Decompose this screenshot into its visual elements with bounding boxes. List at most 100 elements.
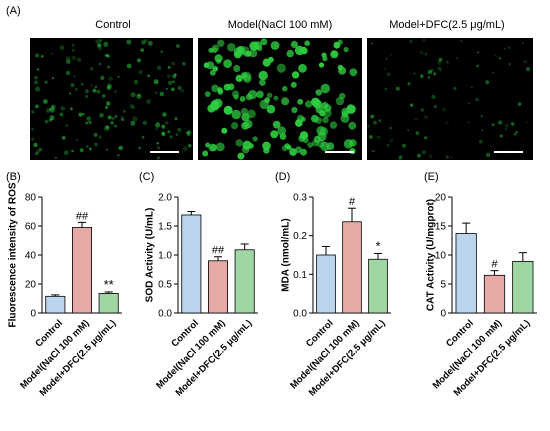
y-axis-label: Fluorescence intensity of ROS	[7, 182, 18, 327]
cell-dot	[421, 150, 427, 155]
cell-dot	[94, 85, 98, 88]
cell-dot	[508, 62, 512, 66]
cell-dot	[129, 104, 134, 109]
cell-dot	[384, 87, 388, 91]
y-tick-label: 2.0	[158, 193, 172, 204]
cell-dot	[270, 41, 280, 50]
y-tick-label: 0.2	[293, 231, 307, 242]
cell-dot	[253, 41, 262, 51]
cell-dot	[296, 114, 304, 122]
significance-label: *	[375, 238, 380, 253]
cell-dot	[75, 139, 78, 142]
cell-dot	[34, 80, 39, 85]
cell-dot	[117, 75, 120, 79]
cell-dot	[65, 59, 71, 64]
cell-dot	[105, 101, 111, 106]
cell-dot	[343, 139, 354, 149]
cell-dot	[176, 44, 180, 48]
bar	[181, 214, 202, 314]
cell-dot	[300, 46, 308, 55]
cell-dot	[209, 69, 216, 76]
y-tick-label: 1.5	[158, 222, 172, 233]
cell-dot	[260, 38, 268, 46]
cell-dot	[141, 40, 146, 45]
cell-dot	[410, 103, 414, 108]
cell-dot	[372, 150, 375, 153]
cell-dot	[281, 97, 290, 106]
cell-dot	[268, 56, 274, 63]
cell-dot	[130, 120, 136, 126]
cell-dot	[96, 89, 101, 94]
cell-dot	[89, 147, 92, 151]
cell-dot	[526, 67, 531, 72]
y-tick-label: 0.0	[158, 309, 172, 320]
cell-dot	[186, 131, 191, 135]
cell-dot	[266, 104, 276, 114]
cell-dot	[480, 115, 483, 118]
cell-dot	[217, 39, 225, 47]
cell-dot	[104, 53, 108, 57]
cell-dot	[259, 79, 266, 86]
cell-dot	[508, 46, 511, 49]
cell-dot	[339, 92, 346, 100]
bar	[207, 260, 228, 314]
cell-dot	[114, 115, 118, 118]
cell-dot	[155, 127, 158, 131]
cell-dot	[157, 146, 160, 150]
cell-dot	[485, 80, 490, 85]
cell-dot	[231, 90, 240, 98]
cell-dot	[409, 103, 414, 107]
cell-dot	[317, 131, 327, 142]
y-tick-label: 10	[435, 251, 447, 262]
y-tick-label: 0.1	[293, 270, 307, 281]
cell-dot	[413, 72, 416, 75]
cell-dot	[243, 74, 252, 84]
panel-label: (D)	[275, 171, 290, 183]
cell-dot	[153, 79, 159, 85]
cell-dot	[233, 64, 241, 73]
cell-dot	[340, 113, 350, 123]
cell-dot	[98, 62, 102, 66]
cell-dot	[312, 139, 319, 147]
bar	[45, 295, 66, 314]
cell-dot	[95, 39, 100, 44]
cell-dot	[161, 124, 165, 128]
cell-dot	[322, 56, 328, 62]
cell-dot	[245, 93, 253, 101]
cell-dot	[441, 107, 446, 112]
cell-dot	[290, 81, 297, 88]
cell-dot	[430, 68, 434, 73]
cell-dot	[106, 85, 112, 90]
cell-dot	[240, 107, 249, 116]
panel-label: (E)	[424, 171, 439, 183]
cell-dot	[243, 50, 250, 57]
micrograph-title-control: Control	[95, 19, 130, 31]
cell-dot	[438, 57, 443, 62]
cell-dot	[79, 148, 84, 153]
cell-dot	[126, 39, 132, 45]
cell-dot	[170, 87, 175, 92]
cell-dot	[78, 112, 83, 117]
cell-dot	[167, 65, 171, 69]
cell-dot	[105, 125, 108, 128]
chart-d: (D)MDA (nmol/mL)0.00.10.20.3Control#Mode…	[275, 171, 391, 399]
y-axis-label: MDA (nmol/mL)	[280, 218, 291, 292]
cell-dot	[475, 97, 479, 102]
cell-dot	[30, 137, 35, 142]
cell-dot	[468, 102, 471, 105]
cell-dot	[107, 65, 110, 69]
cell-dot	[270, 130, 279, 139]
cell-dot	[169, 135, 173, 139]
cell-dot	[85, 121, 88, 125]
cell-dot	[167, 130, 171, 134]
cell-dot	[460, 39, 463, 43]
cell-dot	[143, 39, 148, 43]
scale-bar	[325, 151, 354, 153]
cell-dot	[98, 47, 102, 51]
cell-dot	[51, 77, 55, 80]
cell-dot	[156, 142, 159, 145]
cell-dot	[304, 100, 313, 108]
cell-dot	[264, 97, 270, 104]
cell-dot	[130, 92, 136, 98]
